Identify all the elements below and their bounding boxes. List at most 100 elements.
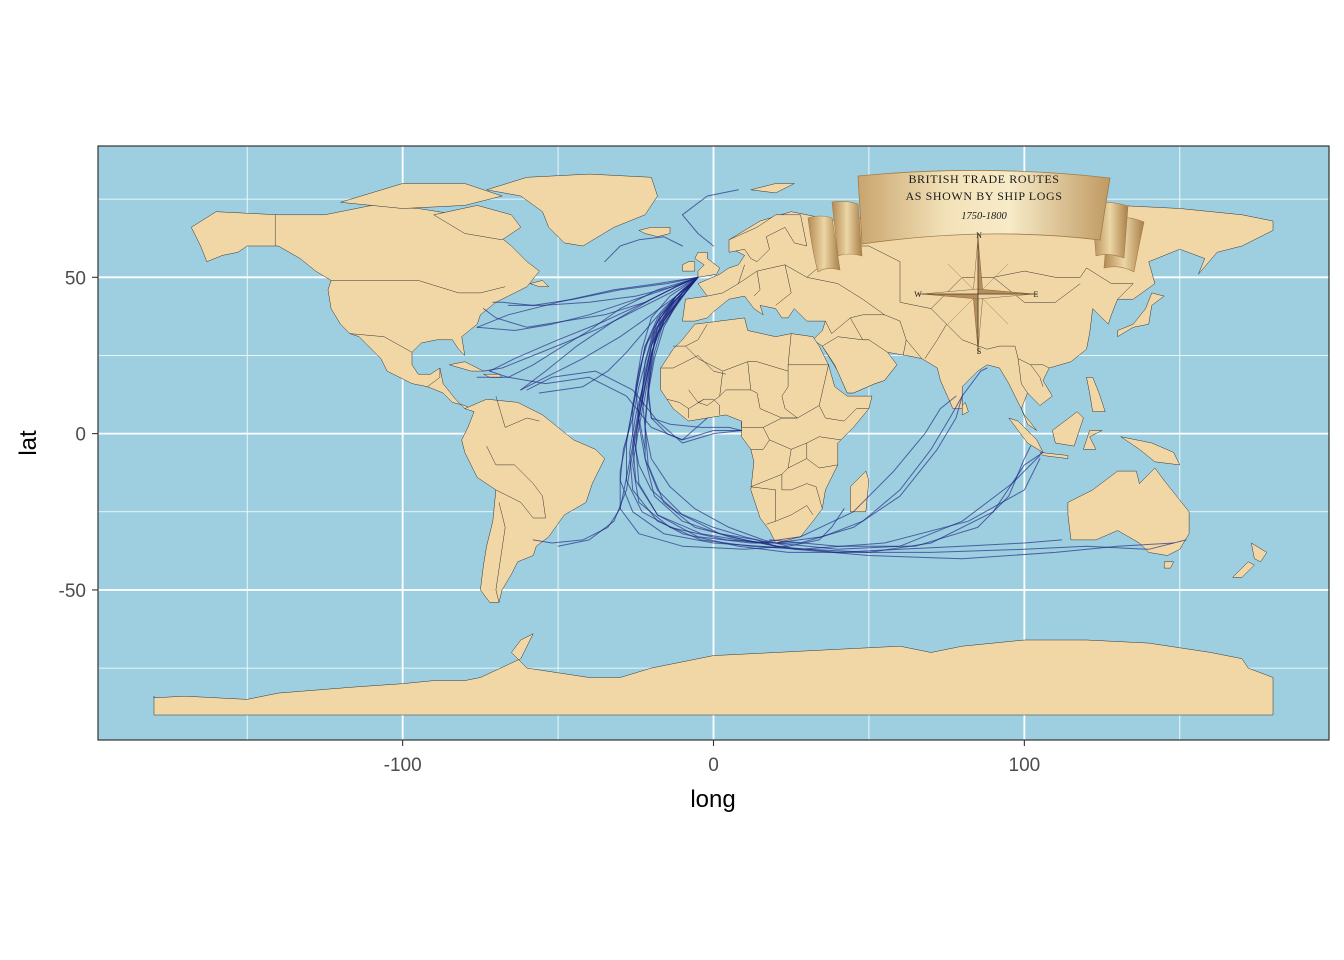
country-border	[349, 333, 413, 353]
country-border	[707, 264, 863, 300]
land-borneo	[1052, 411, 1084, 447]
ship-route	[476, 276, 699, 331]
ship-route	[604, 236, 683, 263]
country-border	[738, 264, 745, 284]
land-new-guinea	[1120, 436, 1181, 466]
land-greenland	[486, 173, 658, 247]
land-new-zealand-south	[1232, 561, 1255, 578]
country-border	[688, 398, 720, 415]
country-border	[331, 280, 506, 294]
country-border	[660, 355, 726, 375]
land-iceland	[638, 227, 671, 237]
ship-route	[489, 370, 708, 441]
x-axis-title: long	[690, 786, 735, 813]
ship-route	[769, 445, 1032, 547]
compass-north-label: N	[976, 231, 982, 240]
country-border	[781, 474, 823, 509]
country-border	[495, 502, 506, 603]
ship-route	[644, 276, 1187, 553]
land-sumatra	[1008, 417, 1044, 453]
compass-south-label: S	[977, 347, 981, 356]
ship-route	[520, 276, 699, 391]
land-north-america	[191, 205, 540, 409]
land-sri-lanka	[961, 402, 969, 416]
country-border	[818, 364, 869, 422]
country-border	[673, 324, 708, 347]
banner-ribbon	[857, 170, 1111, 245]
country-border	[924, 324, 947, 359]
ship-route	[476, 276, 699, 328]
y-axis-ticks: -50 0 50	[59, 268, 98, 602]
ship-route	[632, 276, 1041, 550]
country-border	[775, 264, 792, 306]
land-arctic-islands	[340, 183, 503, 209]
country-border	[495, 396, 540, 428]
ship-route	[644, 276, 1175, 560]
land-sulawesi	[1083, 430, 1103, 450]
banner-line-1: BRITISH TRADE ROUTES	[908, 172, 1059, 186]
country-border	[850, 317, 869, 341]
land-philippines	[1086, 377, 1106, 412]
banner-line-3: 1750-1800	[961, 211, 1007, 222]
banner-left-tail	[831, 201, 863, 257]
country-border	[688, 371, 724, 406]
country-border	[906, 339, 922, 359]
ship-route	[532, 276, 699, 544]
land-svalbard	[750, 183, 795, 194]
land-australia	[1067, 467, 1190, 556]
land-ireland	[682, 261, 696, 272]
country-border	[781, 371, 798, 419]
compass-rose: N S E W	[914, 231, 1038, 356]
ship-route	[520, 276, 699, 391]
country-border	[753, 271, 761, 297]
land-africa	[660, 317, 873, 544]
ship-routes	[476, 189, 1187, 560]
banner-left-curl	[807, 215, 841, 273]
country-border	[427, 368, 441, 387]
land-tasmania	[1163, 561, 1174, 569]
land-arabia-overlay	[822, 336, 898, 394]
country-border	[763, 405, 820, 428]
ship-route	[681, 189, 739, 247]
country-border	[741, 421, 770, 450]
x-tick-label: 0	[708, 755, 719, 776]
map-panel: BRITISH TRADE ROUTES AS SHOWN BY SHIP LO…	[97, 145, 1330, 741]
land-great-britain	[694, 252, 720, 278]
country-border	[806, 443, 838, 469]
y-tick-label: -50	[59, 581, 86, 602]
ship-route	[775, 367, 988, 544]
land-baffin-island	[433, 205, 522, 241]
land-south-america	[461, 398, 605, 603]
y-axis-title: lat	[15, 430, 42, 456]
x-tick-label: 100	[1009, 755, 1041, 776]
title-banner: BRITISH TRADE ROUTES AS SHOWN BY SHIP LO…	[807, 170, 1145, 273]
country-border	[993, 277, 1081, 303]
country-border	[1017, 358, 1028, 394]
country-border	[750, 449, 792, 488]
country-borders	[274, 214, 1134, 603]
ship-route	[507, 276, 699, 306]
ship-route	[626, 276, 1063, 553]
banner-line-2: AS SHOWN BY SHIP LOGS	[905, 189, 1062, 203]
country-border	[486, 445, 546, 519]
country-border	[719, 389, 751, 397]
land-japan	[1117, 292, 1165, 337]
ship-route	[526, 370, 742, 444]
y-tick-label: 50	[65, 268, 86, 289]
ship-route	[476, 276, 699, 378]
x-axis-ticks: -100 0 100	[384, 740, 1041, 776]
land-java	[1039, 452, 1069, 459]
country-border	[697, 398, 705, 403]
land-newfoundland	[529, 280, 549, 287]
land-antarctica	[153, 633, 1274, 716]
compass-west-label: W	[914, 290, 922, 299]
country-border	[787, 458, 807, 469]
country-border	[766, 520, 776, 525]
country-border	[1030, 364, 1044, 387]
y-tick-label: 0	[75, 425, 86, 446]
land-madagascar	[850, 470, 870, 513]
compass-east-label: E	[1034, 290, 1039, 299]
ship-route	[619, 276, 1044, 553]
country-border	[825, 314, 885, 334]
